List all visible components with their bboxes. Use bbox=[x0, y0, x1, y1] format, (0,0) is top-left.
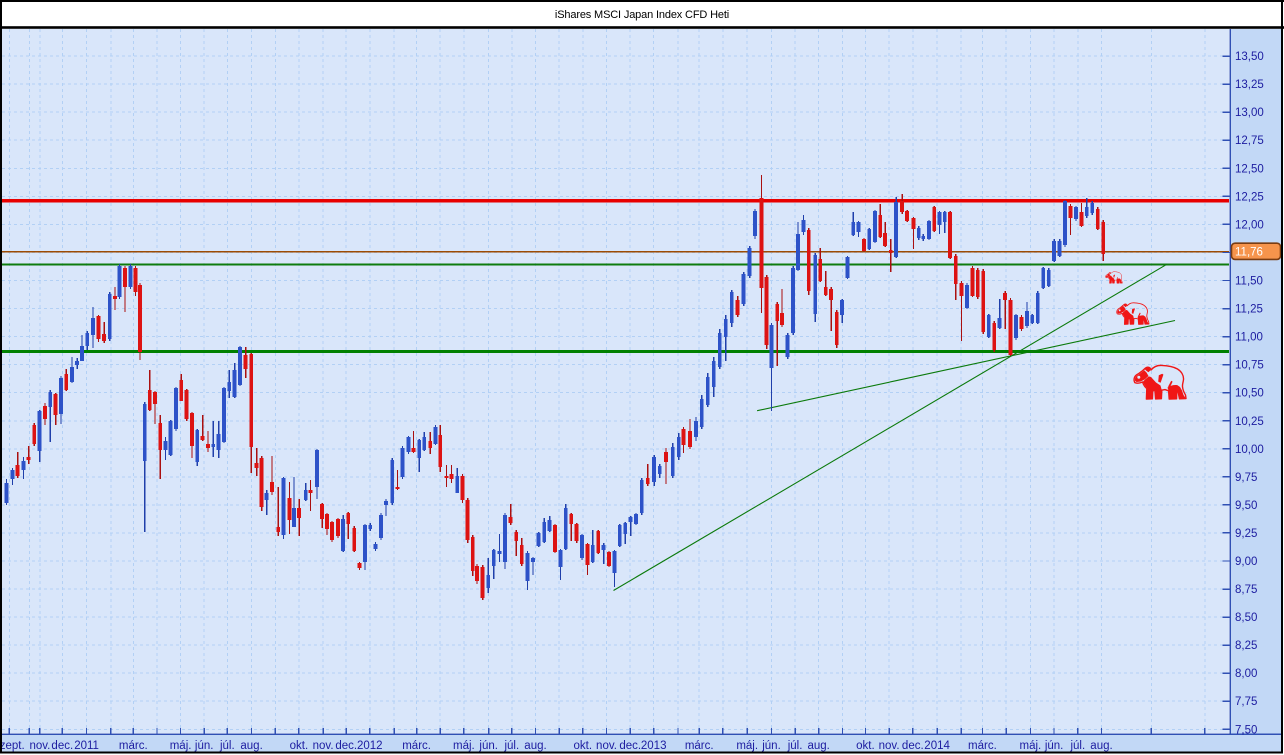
svg-text:márc.: márc. bbox=[402, 740, 431, 752]
svg-text:12,00: 12,00 bbox=[1235, 219, 1264, 231]
svg-text:júl.: júl. bbox=[503, 740, 519, 752]
svg-text:jún.: jún. bbox=[761, 740, 781, 752]
svg-text:aug.: aug. bbox=[808, 740, 830, 752]
svg-text:9,50: 9,50 bbox=[1235, 500, 1257, 512]
svg-text:12,75: 12,75 bbox=[1235, 135, 1264, 147]
svg-text:10,25: 10,25 bbox=[1235, 416, 1264, 428]
svg-text:13,50: 13,50 bbox=[1235, 51, 1264, 63]
svg-text:iShares MSCI Japan Index CFD H: iShares MSCI Japan Index CFD Heti bbox=[555, 9, 729, 21]
svg-text:aug.: aug. bbox=[1090, 740, 1112, 752]
svg-text:10,50: 10,50 bbox=[1235, 388, 1264, 400]
svg-text:márc.: márc. bbox=[685, 740, 714, 752]
svg-text:10,00: 10,00 bbox=[1235, 444, 1264, 456]
svg-text:nov.: nov. bbox=[29, 740, 50, 752]
svg-text:jún.: jún. bbox=[194, 740, 214, 752]
svg-text:13,25: 13,25 bbox=[1235, 79, 1264, 91]
svg-text:aug.: aug. bbox=[524, 740, 546, 752]
svg-text:dec.: dec. bbox=[51, 740, 73, 752]
svg-text:máj.: máj. bbox=[170, 740, 192, 752]
svg-text:11,76: 11,76 bbox=[1235, 246, 1263, 258]
svg-text:okt.: okt. bbox=[856, 740, 875, 752]
svg-text:jún.: jún. bbox=[478, 740, 498, 752]
svg-text:okt.: okt. bbox=[290, 740, 309, 752]
svg-text:8,00: 8,00 bbox=[1235, 668, 1257, 680]
svg-text:dec.: dec. bbox=[902, 740, 924, 752]
svg-text:11,25: 11,25 bbox=[1235, 304, 1263, 316]
svg-text:nov.: nov. bbox=[879, 740, 900, 752]
svg-text:9,75: 9,75 bbox=[1235, 472, 1257, 484]
svg-text:jún.: jún. bbox=[1044, 740, 1064, 752]
svg-text:2013: 2013 bbox=[641, 740, 667, 752]
svg-text:2011: 2011 bbox=[74, 740, 99, 752]
svg-text:márc.: márc. bbox=[119, 740, 148, 752]
svg-text:júl.: júl. bbox=[1069, 740, 1085, 752]
svg-text:nov.: nov. bbox=[313, 740, 334, 752]
svg-text:9,25: 9,25 bbox=[1235, 528, 1257, 540]
svg-text:máj.: máj. bbox=[453, 740, 475, 752]
svg-text:2012: 2012 bbox=[357, 740, 383, 752]
svg-text:8,25: 8,25 bbox=[1235, 640, 1257, 652]
svg-text:máj.: máj. bbox=[1020, 740, 1042, 752]
svg-text:7,75: 7,75 bbox=[1235, 696, 1257, 708]
svg-text:máj.: máj. bbox=[736, 740, 758, 752]
svg-text:nov.: nov. bbox=[596, 740, 617, 752]
svg-text:11,50: 11,50 bbox=[1235, 276, 1263, 288]
svg-text:márc.: márc. bbox=[968, 740, 997, 752]
svg-text:okt.: okt. bbox=[574, 740, 593, 752]
svg-text:12,50: 12,50 bbox=[1235, 163, 1264, 175]
svg-text:dec.: dec. bbox=[619, 740, 641, 752]
svg-text:aug.: aug. bbox=[240, 740, 262, 752]
svg-text:7,50: 7,50 bbox=[1235, 724, 1257, 736]
svg-text:2014: 2014 bbox=[924, 740, 950, 752]
svg-text:júl.: júl. bbox=[219, 740, 235, 752]
svg-text:12,25: 12,25 bbox=[1235, 191, 1264, 203]
svg-text:13,00: 13,00 bbox=[1235, 107, 1264, 119]
svg-text:11,00: 11,00 bbox=[1235, 332, 1263, 344]
svg-text:8,50: 8,50 bbox=[1235, 612, 1257, 624]
svg-text:8,75: 8,75 bbox=[1235, 584, 1257, 596]
svg-text:9,00: 9,00 bbox=[1235, 556, 1257, 568]
svg-text:szept.: szept. bbox=[0, 740, 25, 752]
svg-text:júl.: júl. bbox=[787, 740, 803, 752]
svg-text:10,75: 10,75 bbox=[1235, 360, 1264, 372]
svg-text:dec.: dec. bbox=[335, 740, 357, 752]
